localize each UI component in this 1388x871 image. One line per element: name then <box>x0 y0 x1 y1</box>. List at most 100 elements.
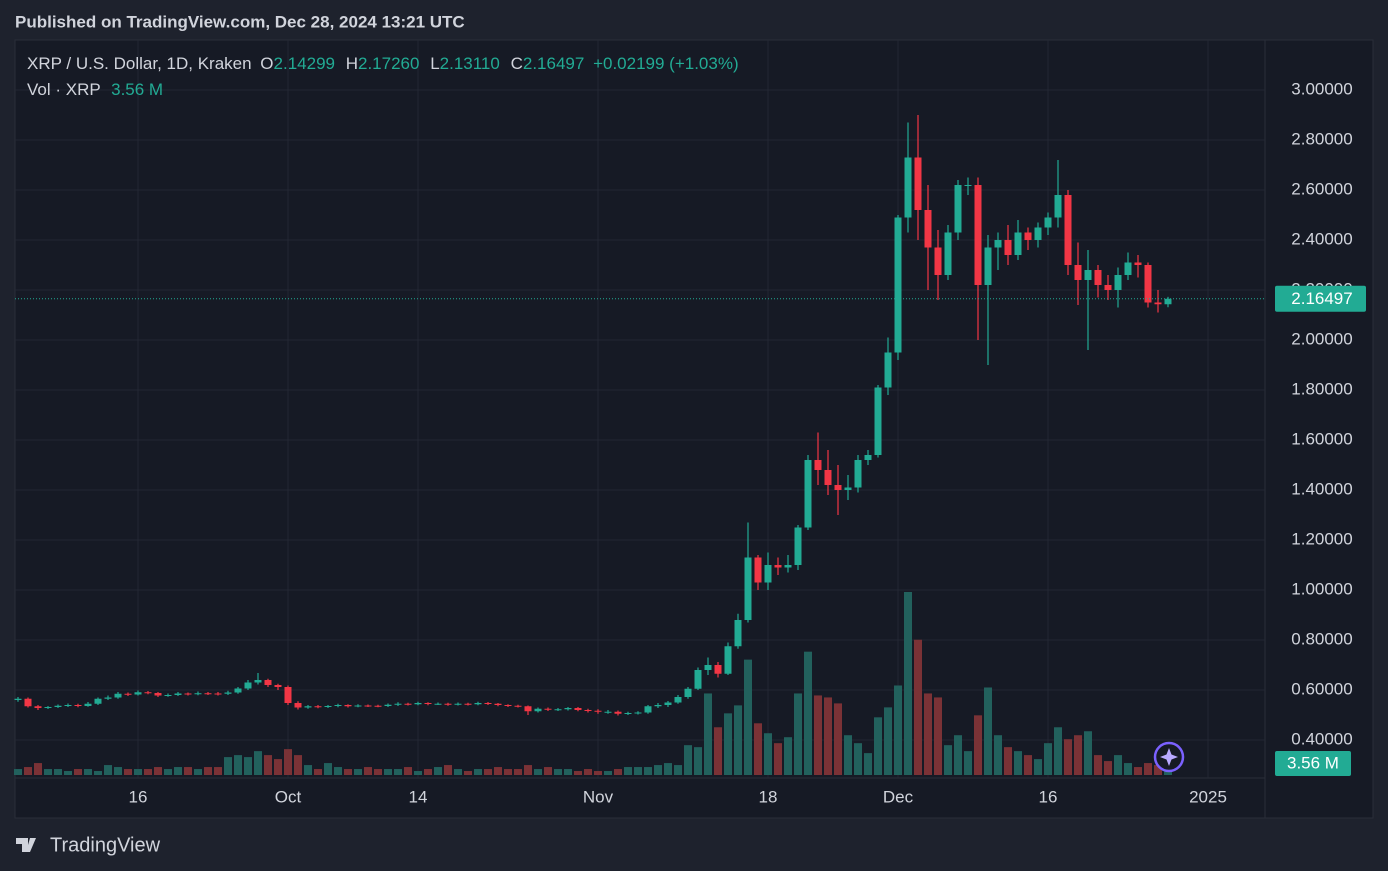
candle-body <box>634 712 642 714</box>
candle-body <box>84 703 92 706</box>
candle-body <box>424 703 432 704</box>
volume-bar <box>184 767 192 775</box>
change-value: +0.02199 (+1.03%) <box>593 54 739 73</box>
candle-body <box>794 527 802 565</box>
candle-body <box>264 680 272 685</box>
open-letter: O <box>260 54 273 73</box>
volume-bar <box>944 745 952 775</box>
volume-bar <box>314 769 322 775</box>
candle-body <box>1164 298 1172 305</box>
candle-body <box>124 693 132 695</box>
candle-body <box>354 705 362 707</box>
volume-bar <box>204 767 212 775</box>
volume-bar <box>1134 767 1142 775</box>
volume-bar <box>1144 763 1152 775</box>
volume-bar <box>1034 759 1042 775</box>
candle-body <box>104 697 112 699</box>
y-tick-label: 1.20000 <box>1291 529 1352 548</box>
brand-name: TradingView <box>50 834 161 856</box>
high-value: 2.17260 <box>358 54 419 73</box>
y-tick-label: 0.80000 <box>1291 629 1352 648</box>
volume-bar <box>144 769 152 775</box>
candle-body <box>1094 270 1102 285</box>
y-tick-label: 0.60000 <box>1291 679 1352 698</box>
candle-body <box>1104 285 1112 290</box>
volume-legend: Vol · XRP 3.56 M <box>27 80 163 99</box>
candle-body <box>864 455 872 460</box>
candle-body <box>884 352 892 388</box>
last-volume-tag <box>1275 751 1351 776</box>
x-tick-label: Oct <box>275 787 302 806</box>
volume-bar <box>704 693 712 775</box>
volume-bar <box>1114 755 1122 775</box>
y-tick-label: 1.60000 <box>1291 429 1352 448</box>
candle-body <box>54 705 62 707</box>
candle-body <box>314 706 322 708</box>
ai-button[interactable] <box>1153 741 1185 773</box>
brand-logo: TradingView <box>16 834 161 856</box>
volume-bar <box>334 767 342 775</box>
volume-bar <box>444 765 452 775</box>
volume-bar <box>354 769 362 775</box>
candle-body <box>564 708 572 710</box>
volume-bar <box>954 735 962 775</box>
candle-body <box>284 687 292 703</box>
volume-bar <box>24 767 32 775</box>
candle-body <box>254 680 262 683</box>
volume-bar <box>1124 763 1132 775</box>
candle-body <box>614 711 622 714</box>
candle-body <box>324 706 332 707</box>
volume-bar <box>914 639 922 775</box>
volume-bar <box>164 769 172 775</box>
y-tick-label: 2.00000 <box>1291 329 1352 348</box>
volume-bar <box>414 771 422 775</box>
volume-bar <box>644 767 652 775</box>
candle-body <box>1014 232 1022 255</box>
candle-body <box>684 688 692 697</box>
volume-bar <box>1094 755 1102 775</box>
volume-bar <box>534 769 542 775</box>
candle-body <box>494 703 502 705</box>
candle-body <box>744 557 752 620</box>
volume-bar <box>254 751 262 775</box>
volume-bar <box>804 651 812 775</box>
volume-bar <box>654 765 662 775</box>
candle-body <box>1134 262 1142 265</box>
candle-body <box>404 703 412 705</box>
volume-bar <box>264 755 272 775</box>
candle-body <box>804 460 812 528</box>
volume-pane <box>14 592 1172 775</box>
chart-panel <box>14 39 1374 819</box>
volume-bar <box>294 755 302 775</box>
candle-body <box>444 703 452 705</box>
close-value: 2.16497 <box>523 54 584 73</box>
candle-body <box>1114 275 1122 290</box>
volume-bar <box>734 705 742 775</box>
grid <box>15 40 1265 778</box>
candle-body <box>994 240 1002 248</box>
candle-body <box>364 705 372 707</box>
volume-bar <box>564 769 572 775</box>
candle-body <box>624 713 632 714</box>
candle-body <box>574 708 582 710</box>
volume-title: Vol · XRP <box>27 80 100 99</box>
volume-bar <box>674 765 682 775</box>
candle-body <box>184 693 192 695</box>
candle-body <box>204 693 212 695</box>
symbol: XRP / U.S. Dollar, 1D, Kraken <box>27 54 252 73</box>
candle-body <box>954 185 962 233</box>
legend: XRP / U.S. Dollar, 1D, Kraken O2.14299 H… <box>27 54 739 73</box>
candle-body <box>224 692 232 694</box>
candle-body <box>734 620 742 647</box>
ai-button-icon[interactable] <box>1160 748 1178 766</box>
volume-bar <box>174 767 182 775</box>
candle-body <box>1064 195 1072 265</box>
logo-mark <box>16 838 36 852</box>
candle-body <box>414 703 422 705</box>
candle-body <box>664 702 672 705</box>
candle-body <box>114 693 122 698</box>
open-value: 2.14299 <box>274 54 335 73</box>
candle-body <box>824 470 832 485</box>
volume-bar <box>834 703 842 775</box>
candle-body <box>304 706 312 708</box>
